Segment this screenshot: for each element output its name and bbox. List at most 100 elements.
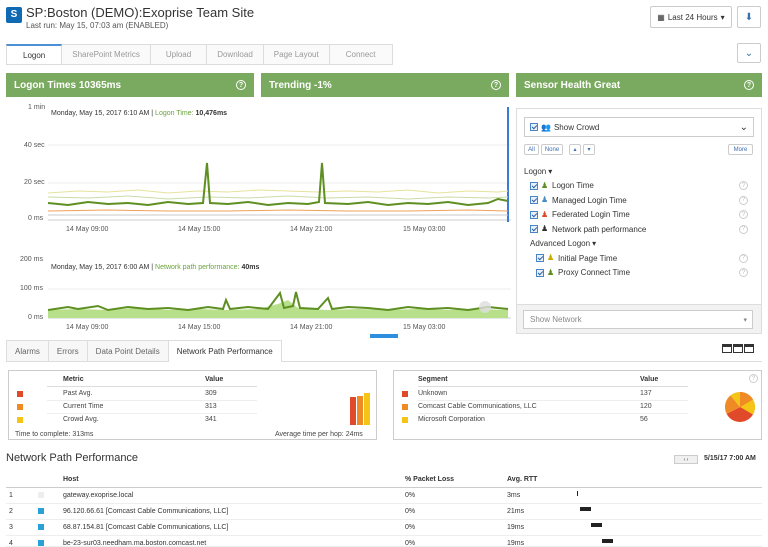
series-item-managed-login[interactable]: ♟ Managed Login Time?: [524, 193, 756, 208]
caret-down-icon: ▾: [587, 147, 591, 153]
x-tick: 14 May 09:00: [66, 226, 109, 233]
series-tree: Logon ▾ ♟ Logon Time? ♟ Managed Login Time?…: [524, 164, 756, 280]
layout-icon[interactable]: [744, 344, 754, 353]
segment-name: Unknown: [418, 390, 448, 397]
logon-times-title: Logon Times 10365ms: [14, 79, 122, 91]
metric-value: 341: [205, 416, 217, 423]
metric-name: Current Time: [63, 403, 104, 410]
layout-icon[interactable]: [733, 344, 743, 353]
comcast-slice-2: [740, 392, 753, 407]
tooltip-value: 40ms: [241, 264, 260, 271]
hop-swatch: [38, 492, 44, 498]
group-label: Logon: [524, 166, 547, 176]
hop-number: 2: [9, 508, 13, 515]
hop-number: 4: [9, 540, 13, 547]
help-icon[interactable]: ?: [739, 210, 748, 220]
y-tick: 20 sec: [24, 179, 45, 186]
download-icon: ⬇: [744, 11, 754, 23]
table-row[interactable]: 2 96.120.66.61 [Comcast Cable Communicat…: [6, 504, 762, 520]
y-tick: 1 min: [28, 104, 46, 111]
hop-rtt: 21ms: [507, 508, 525, 515]
help-icon[interactable]: ?: [739, 224, 748, 234]
metric-tabs: Logon SharePoint Metrics Upload Download…: [6, 44, 393, 65]
table-row[interactable]: 4 be-23-sur03.needham.ma.boston.comcast.…: [6, 536, 762, 547]
avg-time-per-hop: Average time per hop: 24ms: [275, 431, 363, 438]
move-up-button[interactable]: ▴: [569, 144, 581, 155]
metric-name: Past Avg.: [63, 390, 93, 397]
help-icon[interactable]: ?: [491, 80, 501, 90]
caret-down-icon: ▾: [743, 316, 747, 324]
microsoft-swatch: [402, 417, 408, 423]
layout-icon[interactable]: [722, 344, 732, 353]
tab-sharepoint-metrics[interactable]: SharePoint Metrics: [62, 44, 151, 65]
calendar-icon: ▦: [657, 12, 665, 22]
group-advanced-logon[interactable]: Advanced Logon ▾: [524, 237, 756, 252]
series-item-initial-page[interactable]: ♟ Initial Page Time?: [524, 251, 756, 266]
collapse-button[interactable]: ⌄: [737, 43, 761, 63]
hop-host: 68.87.154.81 [Comcast Cable Communicatio…: [63, 524, 229, 531]
more-button[interactable]: More: [728, 144, 753, 155]
tab-page-layout[interactable]: Page Layout: [263, 44, 330, 65]
series-label: Federated Login Time: [552, 210, 630, 220]
crowd-avg-swatch: [17, 417, 23, 423]
tab-errors[interactable]: Errors: [48, 340, 88, 362]
unknown-swatch: [402, 391, 408, 397]
none-button[interactable]: None: [541, 144, 563, 155]
pager-control[interactable]: ‹ ›: [674, 455, 698, 464]
current-time-bar: [357, 396, 363, 425]
tab-data-point-details[interactable]: Data Point Details: [87, 340, 169, 362]
group-logon[interactable]: Logon ▾: [524, 164, 756, 179]
trending-title: Trending -1%: [269, 79, 332, 91]
x-tick: 15 May 03:00: [403, 226, 446, 233]
tab-network-path-performance[interactable]: Network Path Performance: [168, 340, 282, 362]
resize-handle[interactable]: [370, 334, 398, 338]
person-icon: ♟: [541, 224, 549, 234]
hop-rtt: 19ms: [507, 540, 525, 547]
series-item-federated-login[interactable]: ♟ Federated Login Time?: [524, 208, 756, 223]
segment-name: Comcast Cable Communications, LLC: [418, 403, 537, 410]
show-network-label: Show Network: [530, 315, 582, 324]
move-down-button[interactable]: ▾: [583, 144, 595, 155]
x-tick: 14 May 21:00: [290, 226, 333, 233]
series-item-proxy-connect[interactable]: ♟ Proxy Connect Time?: [524, 266, 756, 281]
help-icon[interactable]: ?: [749, 374, 758, 383]
rtt-bar: [591, 523, 602, 527]
loss-header: % Packet Loss: [405, 476, 455, 483]
tab-alarms[interactable]: Alarms: [6, 340, 49, 362]
all-button[interactable]: All: [524, 144, 539, 155]
caret-down-icon: ▾: [720, 12, 725, 22]
help-icon[interactable]: ?: [739, 253, 748, 263]
help-icon[interactable]: ?: [236, 80, 246, 90]
network-path-chart[interactable]: [48, 260, 511, 320]
download-button[interactable]: ⬇: [737, 6, 761, 28]
table-row[interactable]: 3 68.87.154.81 [Comcast Cable Communicat…: [6, 520, 762, 536]
tab-upload[interactable]: Upload: [150, 44, 208, 65]
value-header: Value: [640, 376, 659, 383]
series-item-network-path[interactable]: ♟ Network path performance?: [524, 222, 756, 237]
series-item-logon-time[interactable]: ♟ Logon Time?: [524, 179, 756, 194]
segment-value: 137: [640, 390, 652, 397]
divider: [418, 413, 688, 414]
y-tick: 0 ms: [28, 314, 44, 321]
logon-time-chart[interactable]: [48, 107, 511, 222]
sensor-health-bar: Sensor Health Great?: [516, 73, 762, 97]
help-icon[interactable]: ?: [739, 268, 748, 278]
tab-connect[interactable]: Connect: [329, 44, 393, 65]
show-network-select[interactable]: Show Network ▾: [523, 310, 753, 329]
help-icon[interactable]: ?: [739, 195, 748, 205]
table-row[interactable]: 1 gateway.exoprise.local 0% 3ms: [6, 488, 762, 504]
show-crowd-select[interactable]: 👥 Show Crowd ⌄: [524, 117, 754, 137]
tab-logon[interactable]: Logon: [6, 44, 63, 65]
network-path-title: Network Path Performance: [6, 452, 139, 464]
person-icon: ♟: [541, 209, 549, 219]
tab-download[interactable]: Download: [207, 44, 264, 65]
group-label: Advanced Logon: [530, 239, 591, 249]
help-icon[interactable]: ?: [744, 80, 754, 90]
hop-host: be-23-sur03.needham.ma.boston.comcast.ne…: [63, 540, 207, 547]
show-crowd-label: Show Crowd: [553, 122, 600, 132]
rtt-bar: [602, 539, 613, 543]
layout-toggle[interactable]: [722, 344, 754, 353]
detail-tabs: Alarms Errors Data Point Details Network…: [6, 340, 282, 362]
time-range-dropdown[interactable]: ▦ Last 24 Hours ▾: [650, 6, 732, 28]
help-icon[interactable]: ?: [739, 181, 748, 191]
